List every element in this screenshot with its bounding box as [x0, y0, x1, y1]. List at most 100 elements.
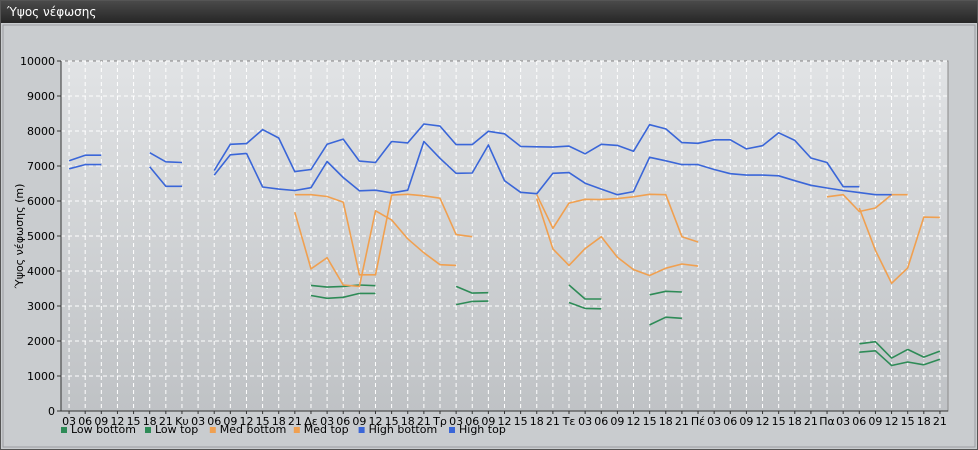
series-line: [826, 193, 908, 213]
x-tick-label: 12: [885, 415, 899, 428]
title-bar: Ύψος νέφωσης: [1, 1, 977, 24]
series-high-bottom: [68, 140, 892, 196]
legend-item[interactable]: Med top: [293, 423, 349, 436]
x-tick-label: 09: [352, 415, 366, 428]
series-line: [859, 349, 941, 367]
x-tick-label: 12: [110, 415, 124, 428]
x-tick-label: Πα: [819, 415, 835, 428]
legend-swatch: [209, 427, 216, 433]
series-line: [649, 290, 682, 296]
x-tick-label: 21: [288, 415, 302, 428]
x-tick-label: 15: [514, 415, 528, 428]
series-line: [294, 210, 457, 288]
legend-swatch: [449, 427, 455, 433]
x-tick-label: Πέ: [691, 415, 705, 428]
x-tick-label: 09: [868, 415, 882, 428]
x-tick-label: 12: [756, 415, 770, 428]
x-tick-label: 03: [578, 415, 592, 428]
series-med-top: [294, 193, 908, 276]
series-line: [68, 163, 102, 170]
legend-label: High top: [459, 423, 506, 436]
x-tick-label: 21: [804, 415, 818, 428]
x-tick-label: 15: [901, 415, 915, 428]
x-tick-label: 09: [481, 415, 495, 428]
window-title: Ύψος νέφωσης: [7, 5, 97, 19]
x-tick-label: 21: [675, 415, 689, 428]
cloud-height-chart: 0 1000 2000 3000 4000 5000 6000 7000 8000 9000 100…: [1, 23, 977, 449]
series-line: [455, 300, 489, 306]
series-line: [536, 193, 699, 243]
legend-item[interactable]: High top: [449, 423, 506, 436]
x-tick-label: 15: [385, 415, 399, 428]
x-tick-label: 09: [94, 415, 108, 428]
x-tick-label: 18: [659, 415, 673, 428]
series-line: [213, 123, 860, 188]
x-tick-label: 18: [401, 415, 415, 428]
y-tick-label: 8000: [27, 125, 55, 138]
legend-swatch: [61, 427, 67, 433]
x-tick-label: 21: [417, 415, 431, 428]
x-axis: 03 06 09 12 15 18 21 Κυ 03 06 09 12 15 18 21 Δε 03 06 09 12…: [61, 410, 948, 428]
x-tick-label: 06: [78, 415, 92, 428]
legend-label: Low bottom: [71, 423, 136, 436]
x-tick-label: 21: [159, 415, 173, 428]
y-tick-label: 3000: [27, 300, 55, 313]
x-tick-label: 21: [933, 415, 947, 428]
series-line: [310, 292, 376, 300]
x-tick-label: 18: [530, 415, 544, 428]
x-tick-label: 03: [836, 415, 850, 428]
x-tick-label: 06: [723, 415, 737, 428]
series-high-top: [68, 123, 860, 188]
series-line: [568, 301, 602, 310]
legend-label: Med bottom: [220, 423, 287, 436]
legend-item[interactable]: Low bottom: [61, 423, 136, 436]
x-tick-label: 18: [917, 415, 931, 428]
x-tick-label: 15: [643, 415, 657, 428]
y-tick-label: 0: [48, 405, 55, 418]
y-tick-label: 6000: [27, 195, 55, 208]
y-tick-label: 2000: [27, 335, 55, 348]
y-tick-label: 5000: [27, 230, 55, 243]
series-line: [859, 340, 941, 359]
x-tick-label: 06: [594, 415, 608, 428]
x-tick-label: 09: [223, 415, 237, 428]
y-tick-label: 10000: [20, 55, 55, 68]
series-low-bottom: [310, 292, 941, 367]
x-tick-label: 15: [772, 415, 786, 428]
x-tick-label: 15: [256, 415, 270, 428]
x-tick-label: 06: [852, 415, 866, 428]
series-line: [649, 316, 682, 326]
y-tick-label: 9000: [27, 90, 55, 103]
series-line: [149, 152, 183, 164]
legend-label: Med top: [304, 423, 349, 436]
series-low-top: [310, 284, 941, 359]
x-tick-label: Τρ: [432, 415, 447, 428]
series-line: [455, 285, 489, 294]
x-tick-label: 15: [127, 415, 141, 428]
x-tick-label: 06: [465, 415, 479, 428]
x-tick-label: 09: [610, 415, 624, 428]
legend-swatch: [145, 427, 151, 433]
legend-label: Low top: [155, 423, 198, 436]
series-line: [68, 154, 102, 162]
legend-item[interactable]: Low top: [145, 423, 198, 436]
x-tick-label: Δε: [304, 415, 318, 428]
series-line: [310, 284, 376, 288]
legend-label: High bottom: [369, 423, 438, 436]
x-tick-label: 18: [272, 415, 286, 428]
series-line: [568, 284, 602, 300]
y-tick-label: 4000: [27, 265, 55, 278]
x-tick-label: 12: [368, 415, 382, 428]
series-line: [536, 198, 699, 277]
x-tick-label: 06: [207, 415, 221, 428]
legend: Low bottom Low top Med bottom Med top High b…: [61, 423, 506, 436]
x-tick-label: 18: [143, 415, 157, 428]
x-tick-label: Κυ: [175, 415, 189, 428]
x-tick-label: 21: [546, 415, 560, 428]
y-axis-label: Ύψος νέφωσης (m): [13, 184, 26, 290]
series-line: [294, 193, 473, 276]
x-tick-label: 06: [336, 415, 350, 428]
legend-item[interactable]: Med bottom: [209, 423, 287, 436]
legend-item[interactable]: High bottom: [358, 423, 438, 436]
